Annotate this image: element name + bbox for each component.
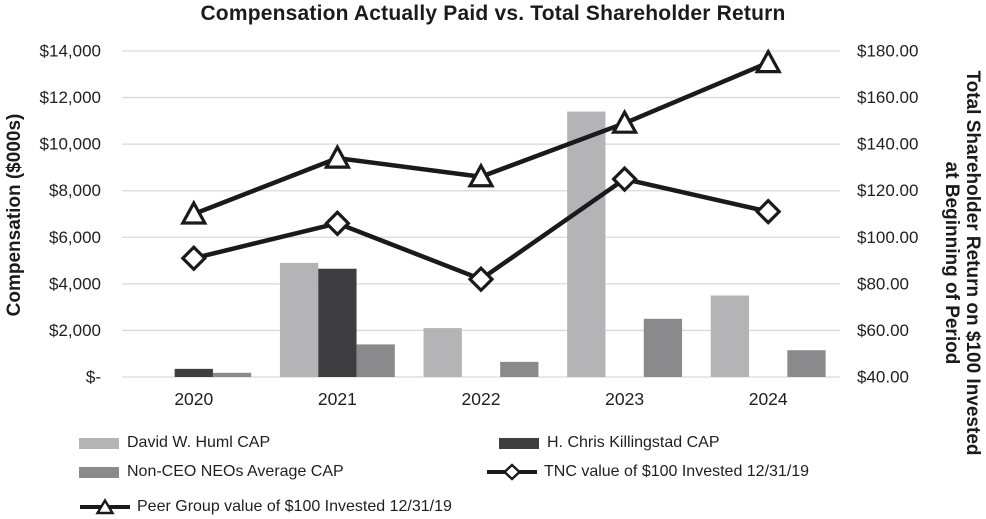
chart-title: Compensation Actually Paid vs. Total Sha… bbox=[200, 2, 786, 25]
triangle-marker-icon bbox=[180, 199, 208, 225]
legend-label-nonceo-neos-cap: Non-CEO NEOs Average CAP bbox=[127, 463, 344, 480]
legend-label-peer-group-line: Peer Group value of $100 Invested 12/31/… bbox=[137, 498, 452, 515]
legend-swatch-nonceo-neos-cap bbox=[79, 466, 119, 478]
bar-david-w-huml-cap-2022 bbox=[423, 328, 462, 377]
x-axis-label: 2024 bbox=[749, 389, 788, 409]
bar-h-chris-killingstad-cap-2020 bbox=[174, 368, 213, 377]
triangle-marker-icon bbox=[467, 162, 495, 188]
triangle-marker-icon bbox=[323, 143, 352, 169]
left-axis-tick-label: $6,000 bbox=[49, 228, 101, 247]
left-axis-tick-label: $- bbox=[86, 368, 101, 387]
right-axis-tick-label: $60.00 bbox=[857, 321, 909, 340]
bar-non-ceo-neos-average-cap-2024 bbox=[787, 350, 826, 377]
right-axis-tick-label: $100.00 bbox=[857, 228, 918, 247]
diamond-marker-icon bbox=[502, 463, 522, 481]
right-axis-tick-label: $120.00 bbox=[857, 181, 918, 200]
x-axis-label: 2020 bbox=[174, 389, 213, 409]
legend-label-tnc-line: TNC value of $100 Invested 12/31/19 bbox=[544, 463, 810, 480]
bar-non-ceo-neos-average-cap-2023 bbox=[643, 318, 683, 377]
diamond-marker-icon bbox=[180, 244, 208, 272]
x-axis-label: 2022 bbox=[462, 389, 501, 409]
left-axis-tick-label: $14,000 bbox=[40, 42, 101, 61]
bar-non-ceo-neos-average-cap-2022 bbox=[500, 361, 539, 377]
right-axis-tick-label: $140.00 bbox=[857, 135, 918, 154]
bar-david-w-huml-cap-2024 bbox=[710, 295, 750, 377]
bar-non-ceo-neos-average-cap-2020 bbox=[212, 372, 252, 377]
left-axis-tick-label: $12,000 bbox=[40, 88, 101, 107]
right-axis-tick-label: $180.00 bbox=[857, 42, 918, 61]
triangle-marker-icon bbox=[610, 108, 639, 134]
legend-swatch-killingstad-cap bbox=[499, 437, 539, 449]
triangle-marker-icon bbox=[95, 498, 115, 515]
legend-swatch-peer-group-line bbox=[80, 498, 130, 515]
right-axis-tick-label: $80.00 bbox=[857, 274, 909, 293]
legend-label-killingstad-cap: H. Chris Killingstad CAP bbox=[547, 434, 720, 451]
x-axis-label: 2023 bbox=[605, 389, 644, 409]
legend-label-huml-cap: David W. Huml CAP bbox=[127, 434, 271, 451]
legend-swatch-tnc-line bbox=[487, 463, 537, 481]
x-axis-label: 2021 bbox=[318, 389, 357, 409]
bar-non-ceo-neos-average-cap-2021 bbox=[356, 344, 395, 377]
bar-david-w-huml-cap-2021 bbox=[279, 262, 319, 377]
legend-item-peer-group-line: Peer Group value of $100 Invested 12/31/… bbox=[79, 498, 452, 516]
legend-item-tnc-line: TNC value of $100 Invested 12/31/19 bbox=[486, 463, 809, 481]
bar-h-chris-killingstad-cap-2021 bbox=[318, 268, 357, 377]
right-axis-tick-label: $160.00 bbox=[857, 88, 918, 107]
legend-item-killingstad-cap: H. Chris Killingstad CAP bbox=[499, 434, 720, 452]
diamond-marker-icon bbox=[467, 265, 495, 293]
diamond-marker-icon bbox=[611, 165, 638, 193]
legend-swatch-huml-cap bbox=[79, 437, 119, 449]
diamond-marker-icon bbox=[754, 198, 782, 225]
right-axis-tick-label: $40.00 bbox=[857, 368, 909, 387]
left-axis-tick-label: $8,000 bbox=[49, 181, 101, 200]
triangle-marker-icon bbox=[754, 48, 782, 74]
bar-david-w-huml-cap-2023 bbox=[567, 111, 606, 378]
left-axis-tick-label: $2,000 bbox=[49, 321, 101, 340]
legend-item-nonceo-neos-cap: Non-CEO NEOs Average CAP bbox=[79, 463, 344, 481]
left-axis-tick-label: $4,000 bbox=[49, 274, 101, 293]
diamond-marker-icon bbox=[324, 210, 351, 237]
left-axis-tick-label: $10,000 bbox=[40, 135, 101, 154]
legend-item-huml-cap: David W. Huml CAP bbox=[79, 434, 270, 452]
